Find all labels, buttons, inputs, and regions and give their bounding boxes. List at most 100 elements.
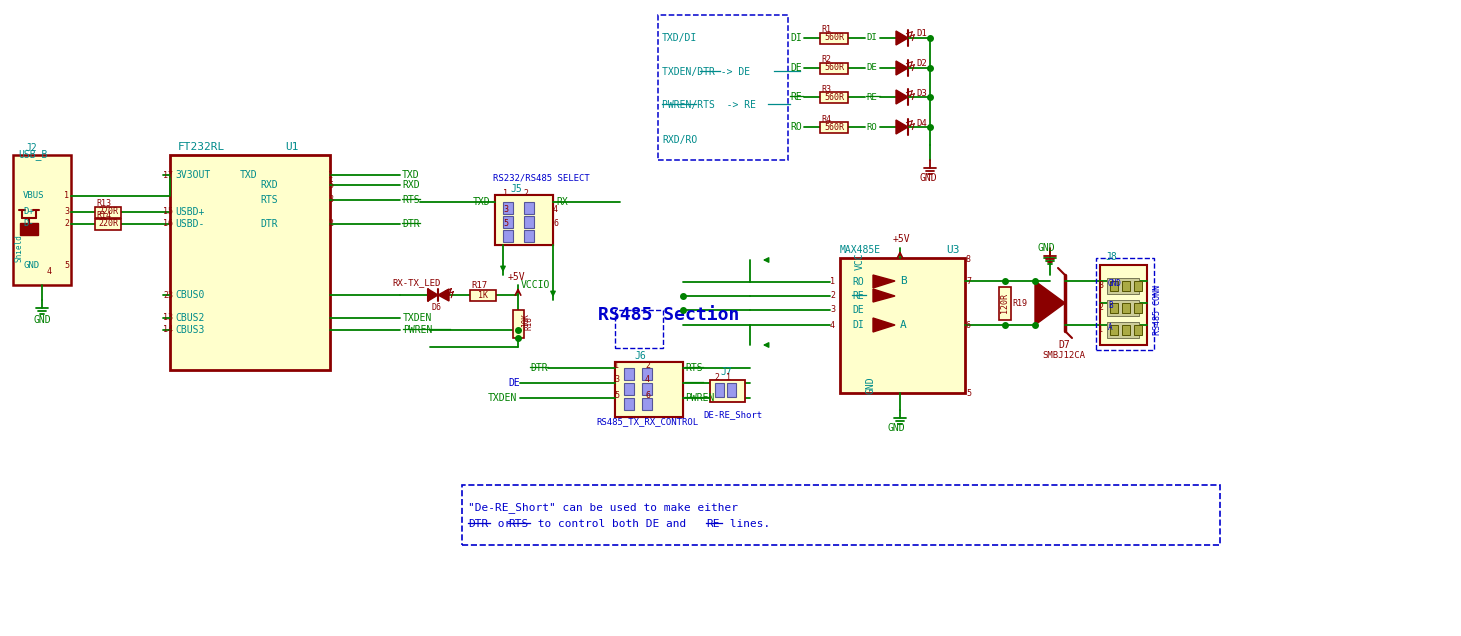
Text: 13: 13 <box>164 314 172 322</box>
Text: 3: 3 <box>503 205 508 214</box>
Bar <box>1134 281 1143 291</box>
Polygon shape <box>896 61 907 75</box>
Text: 2: 2 <box>523 188 527 198</box>
Text: RE: RE <box>852 291 863 301</box>
Text: RTS: RTS <box>508 519 529 529</box>
Text: R17: R17 <box>470 282 487 291</box>
Text: U1: U1 <box>285 142 298 152</box>
Polygon shape <box>438 289 449 301</box>
Text: GND: GND <box>1037 243 1056 253</box>
Text: 1: 1 <box>503 188 508 198</box>
Text: 560R: 560R <box>824 92 844 102</box>
Text: 6: 6 <box>554 219 558 228</box>
Polygon shape <box>874 275 896 288</box>
Bar <box>1100 265 1147 345</box>
Text: 4: 4 <box>644 375 650 385</box>
Text: 4: 4 <box>554 205 558 214</box>
Bar <box>495 195 554 245</box>
Text: 220R: 220R <box>98 219 118 228</box>
Bar <box>624 398 634 410</box>
Bar <box>524 230 535 242</box>
Text: RO: RO <box>790 122 802 132</box>
Text: DE: DE <box>866 64 877 73</box>
Text: USB_B: USB_B <box>18 149 47 160</box>
Text: 120R: 120R <box>1001 293 1010 313</box>
Bar <box>1107 300 1140 316</box>
Text: R14: R14 <box>96 212 111 221</box>
Text: R2: R2 <box>821 55 831 64</box>
Text: GND: GND <box>34 315 51 325</box>
Bar <box>615 362 682 417</box>
Text: 2: 2 <box>1099 303 1103 312</box>
Text: TXDEN: TXDEN <box>488 393 517 403</box>
Text: D2: D2 <box>916 60 926 69</box>
Text: DTR: DTR <box>402 219 419 229</box>
Bar <box>1122 281 1129 291</box>
Text: DI: DI <box>866 34 877 43</box>
Text: GND: GND <box>888 423 906 433</box>
Text: 4: 4 <box>47 268 53 277</box>
Text: 2: 2 <box>329 219 333 228</box>
Text: 5: 5 <box>329 181 333 190</box>
Bar <box>820 63 847 74</box>
Polygon shape <box>896 120 907 134</box>
Polygon shape <box>428 289 438 301</box>
Bar <box>820 122 847 133</box>
Text: 3: 3 <box>64 207 69 216</box>
Text: RS485_TX_RX_CONTROL: RS485_TX_RX_CONTROL <box>596 417 698 427</box>
Text: 6: 6 <box>644 391 650 399</box>
Bar <box>524 202 535 214</box>
Bar <box>513 310 524 338</box>
Text: 14: 14 <box>164 326 172 335</box>
Text: DE: DE <box>790 63 802 73</box>
Text: U3: U3 <box>947 245 960 255</box>
Bar <box>714 383 725 397</box>
Text: RE: RE <box>790 92 802 102</box>
Text: CBUS3: CBUS3 <box>175 325 205 335</box>
Text: PWREN: PWREN <box>685 393 714 403</box>
Text: 1K: 1K <box>478 291 488 300</box>
Text: D6: D6 <box>432 303 443 312</box>
Text: DI: DI <box>790 33 802 43</box>
Text: DE: DE <box>852 305 863 315</box>
Text: J2: J2 <box>25 143 37 153</box>
Text: 2: 2 <box>64 219 69 228</box>
Bar <box>615 362 682 417</box>
Text: RS232/RS485 SELECT: RS232/RS485 SELECT <box>492 174 590 183</box>
Polygon shape <box>874 289 896 302</box>
Polygon shape <box>896 90 907 104</box>
Text: D7: D7 <box>1058 340 1069 350</box>
Text: MAX485E: MAX485E <box>840 245 881 255</box>
Text: R19: R19 <box>1012 298 1027 307</box>
Text: DTR: DTR <box>530 363 548 373</box>
Text: DTR: DTR <box>468 519 488 529</box>
Bar <box>524 216 535 228</box>
Text: TXDEN: TXDEN <box>403 313 432 323</box>
Text: RTS: RTS <box>402 195 419 205</box>
Text: R1: R1 <box>821 25 831 34</box>
Bar <box>495 195 554 245</box>
Text: RXD: RXD <box>260 180 278 190</box>
Text: 1: 1 <box>64 191 69 200</box>
Bar <box>641 398 652 410</box>
Polygon shape <box>1034 281 1065 325</box>
Text: DI: DI <box>852 320 863 330</box>
Text: CBUS2: CBUS2 <box>175 313 205 323</box>
Text: TXD/DI: TXD/DI <box>662 33 697 43</box>
Bar <box>999 287 1011 320</box>
Text: RTS: RTS <box>260 195 278 205</box>
Text: R13: R13 <box>96 200 111 209</box>
Bar <box>1107 278 1140 294</box>
Text: "De-RE_Short" can be used to make either: "De-RE_Short" can be used to make either <box>468 502 745 513</box>
Text: GND: GND <box>23 261 39 270</box>
Text: SMBJ12CA: SMBJ12CA <box>1042 350 1086 359</box>
Text: 3: 3 <box>830 305 836 314</box>
Text: VCC: VCC <box>855 252 865 270</box>
Text: to control both DE and: to control both DE and <box>530 519 693 529</box>
Text: 1: 1 <box>830 277 836 286</box>
Bar <box>1110 325 1118 335</box>
Text: RS485 Section: RS485 Section <box>598 306 739 324</box>
Text: 7: 7 <box>966 277 972 286</box>
Text: TXD: TXD <box>402 170 419 180</box>
Text: A: A <box>1107 322 1113 331</box>
